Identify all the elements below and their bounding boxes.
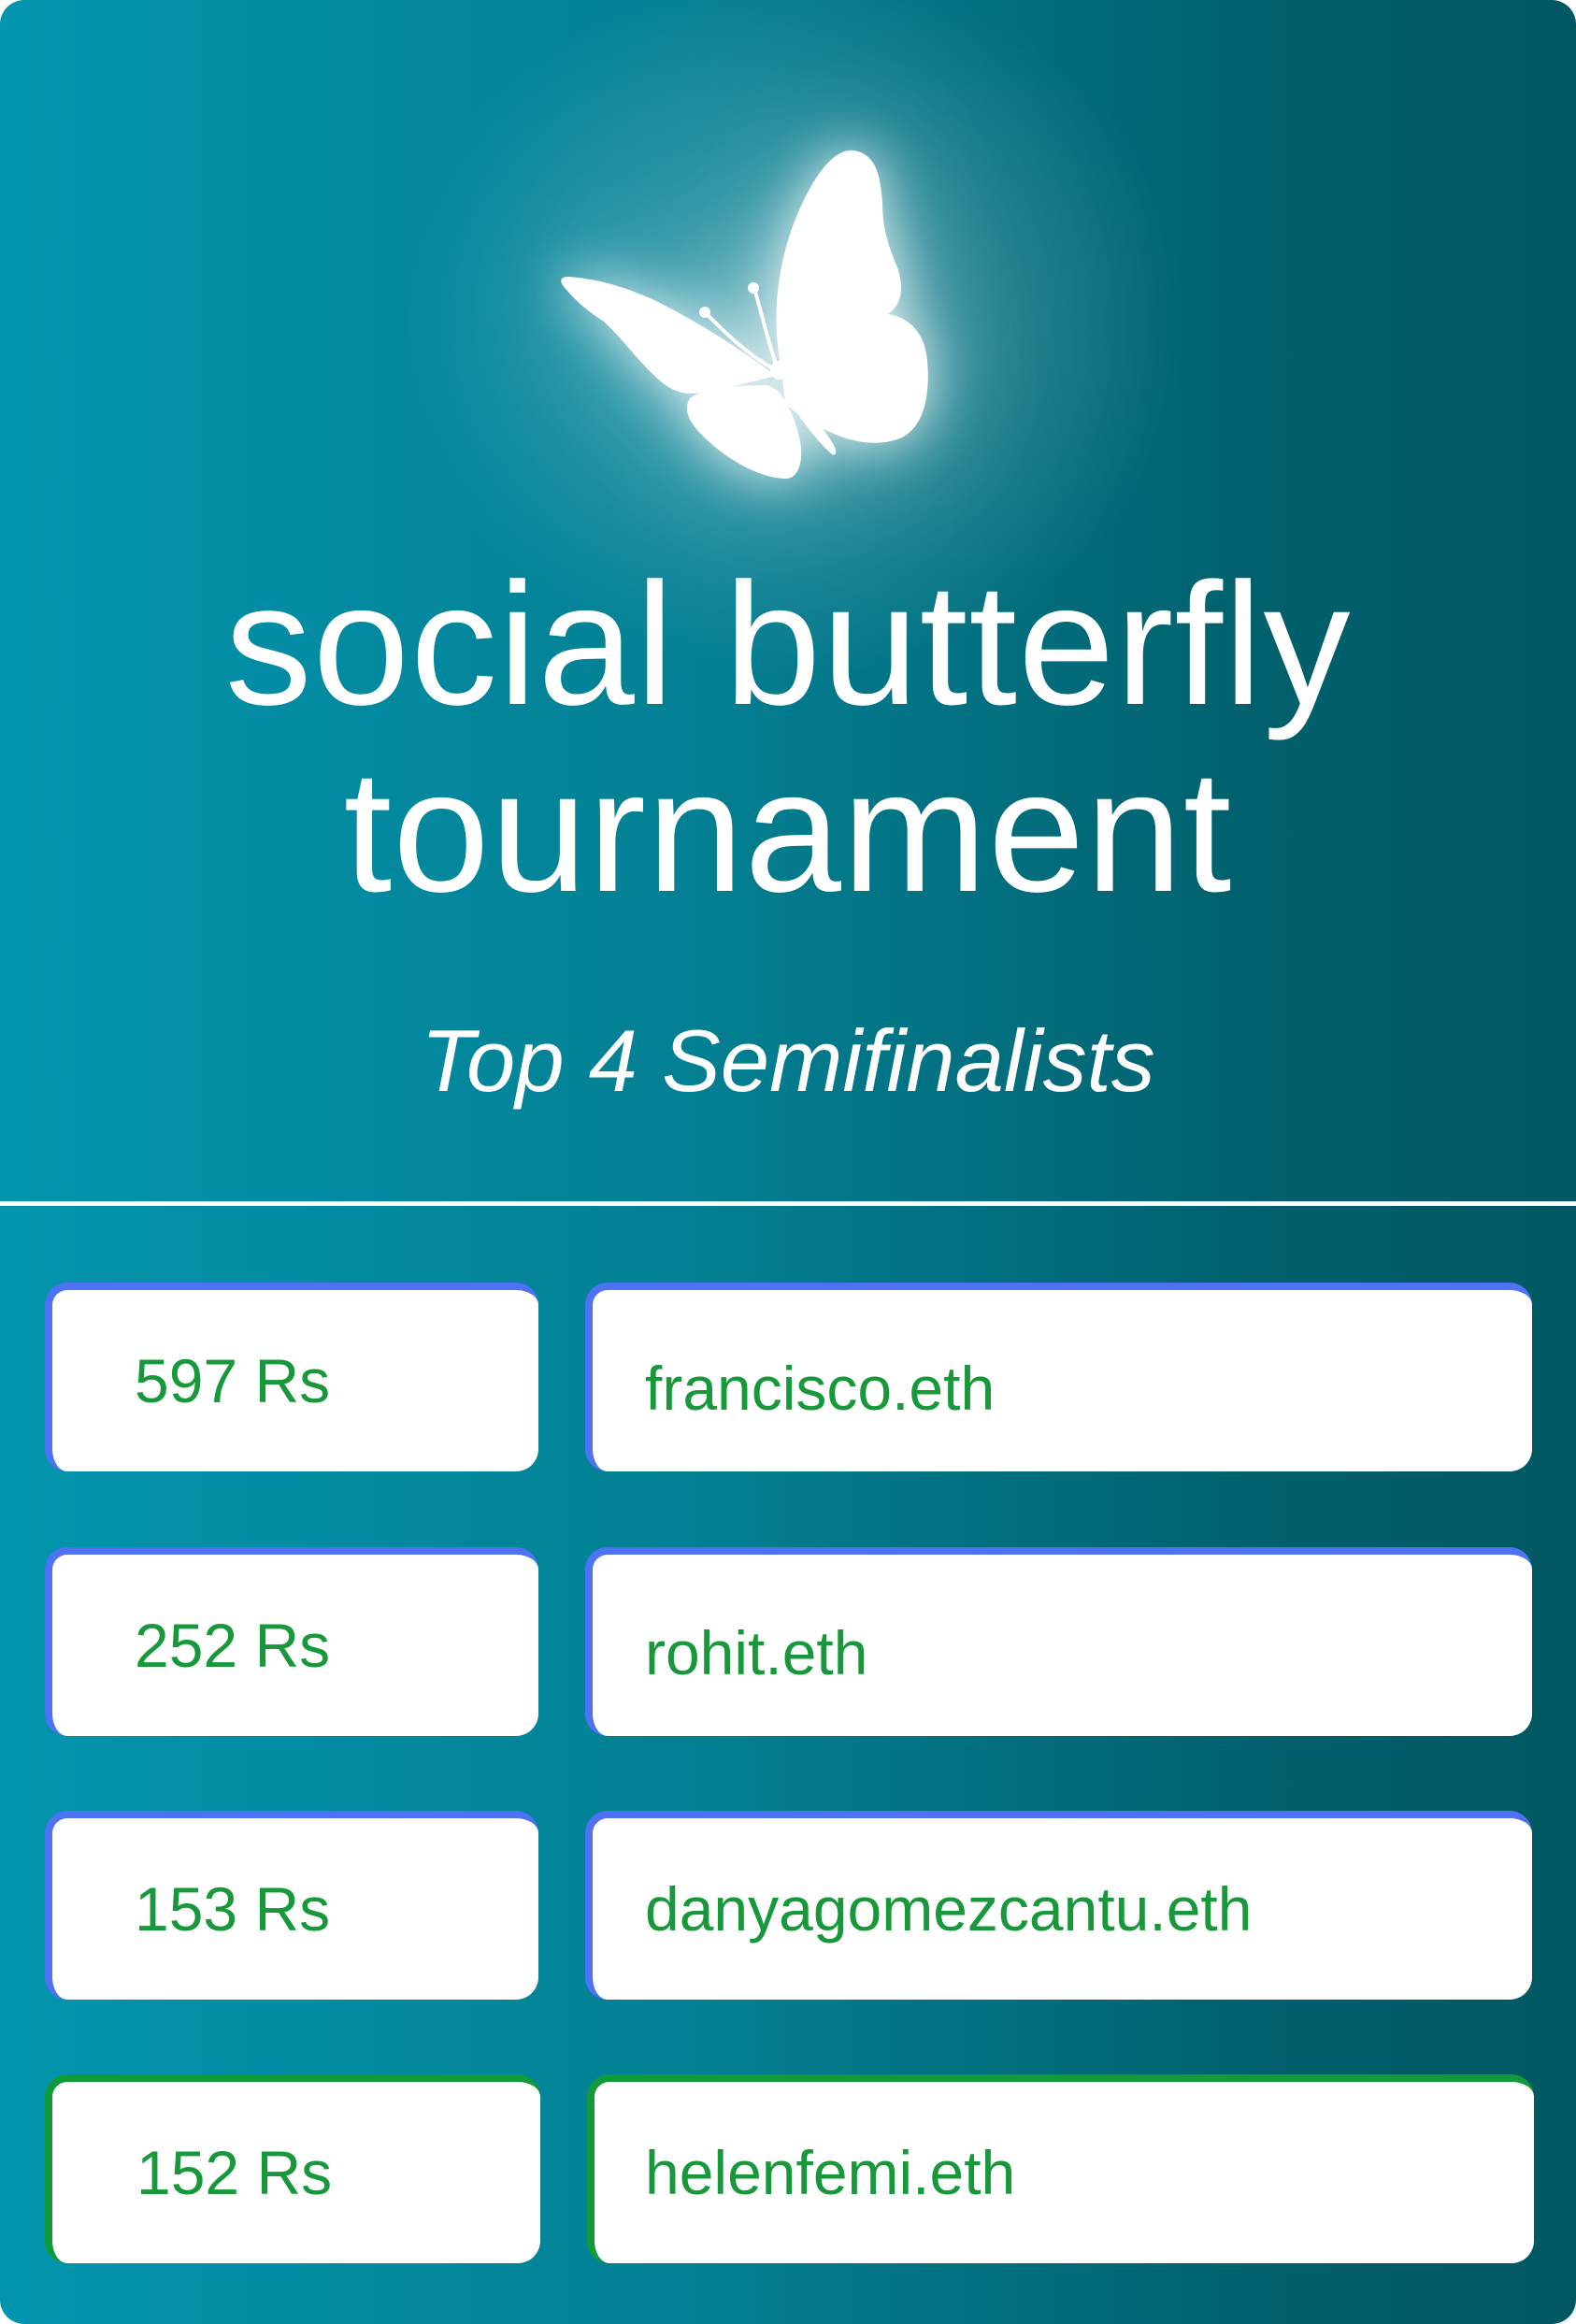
score-text: 152 Rs [136, 2138, 333, 2207]
score-text: 252 Rs [135, 1611, 331, 1680]
subtitle: Top 4 Semifinalists [421, 1011, 1155, 1110]
name-text: rohit.eth [645, 1618, 868, 1687]
title-line-1: social butterfly [224, 548, 1352, 741]
divider [0, 1201, 1576, 1206]
title-line-2: tournament [343, 735, 1233, 928]
name-box: francisco.eth [585, 1283, 1532, 1471]
name-text: helenfemi.eth [645, 2138, 1016, 2207]
name-text: danyagomezcantu.eth [645, 1874, 1253, 1944]
score-box: 252 Rs [45, 1547, 538, 1736]
name-box: danyagomezcantu.eth [585, 1811, 1532, 2000]
name-text: francisco.eth [645, 1354, 996, 1423]
tournament-title: social butterfly tournament [0, 552, 1576, 925]
name-box: helenfemi.eth [587, 2074, 1534, 2263]
score-box: 597 Rs [45, 1283, 538, 1471]
score-text: 153 Rs [135, 1874, 331, 1944]
score-box: 152 Rs [45, 2074, 540, 2263]
name-box: rohit.eth [585, 1547, 1532, 1736]
butterfly-icon [552, 140, 944, 495]
score-box: 153 Rs [45, 1811, 538, 2000]
score-text: 597 Rs [135, 1346, 331, 1415]
